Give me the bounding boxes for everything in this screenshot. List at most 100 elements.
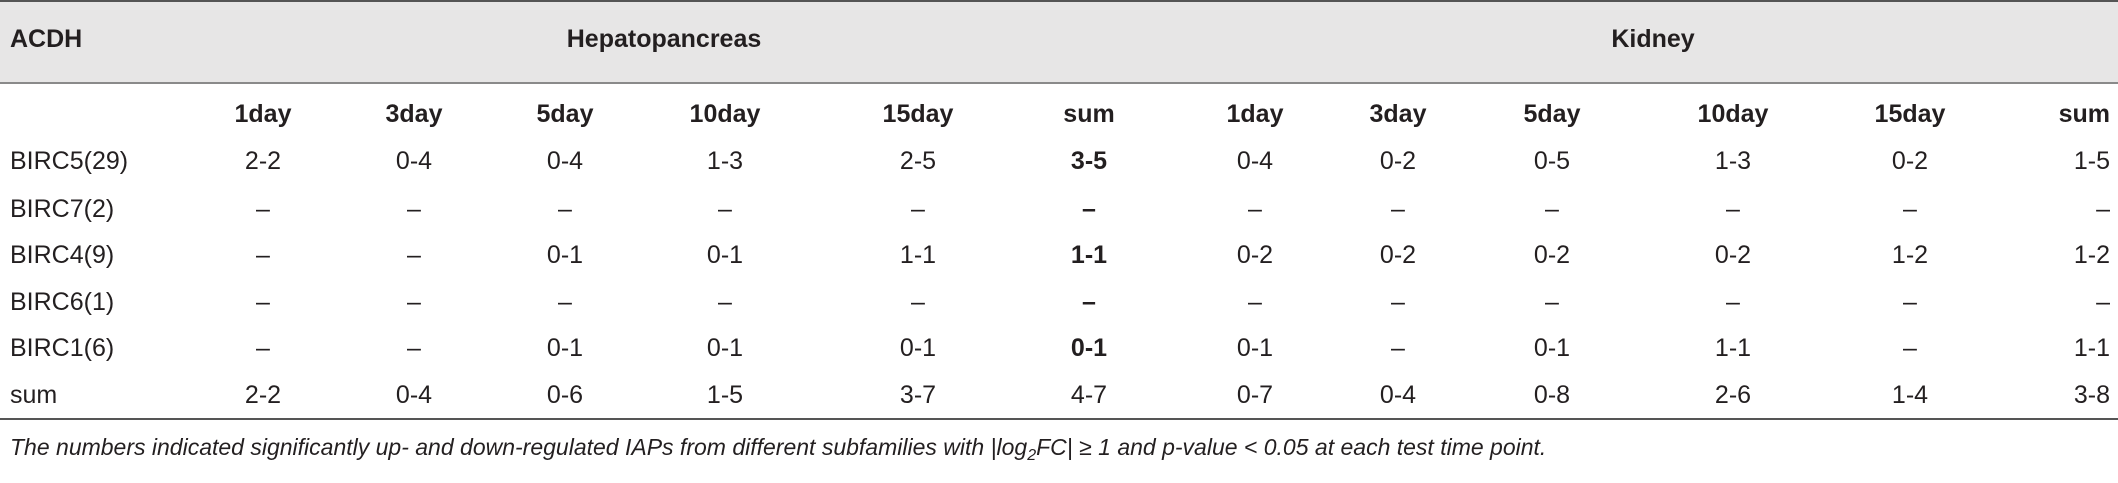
- table-cell: 0-4: [395, 147, 433, 175]
- table-cell: –: [911, 195, 925, 223]
- table-cell: 0-2: [1714, 241, 1752, 269]
- time-header-kidney-sum: sum: [2058, 100, 2110, 128]
- table-cell: 0-7: [1236, 381, 1274, 409]
- table-cell: 0-2: [1379, 147, 1417, 175]
- header-divider: [0, 82, 2118, 84]
- table-cell: 0-1: [706, 334, 744, 362]
- table-cell: –: [2096, 195, 2110, 223]
- table-cell: –: [718, 195, 732, 223]
- table-cell: –: [911, 288, 925, 316]
- time-header-hepatopancreas-15day: 15day: [882, 100, 954, 128]
- table-cell: 0-4: [395, 381, 433, 409]
- table-footnote: The numbers indicated significantly up- …: [10, 432, 1547, 464]
- table-cell: 2-5: [899, 147, 937, 175]
- table-cell: 4-7: [1070, 381, 1108, 409]
- table-cell: 0-6: [546, 381, 584, 409]
- table-cell: 0-2: [1236, 241, 1274, 269]
- table-cell: 1-1: [899, 241, 937, 269]
- table-cell: 2-6: [1714, 381, 1752, 409]
- table-cell: –: [407, 334, 421, 362]
- table-cell: 1-1: [2073, 334, 2110, 362]
- table-cell: 0-1: [546, 241, 584, 269]
- group-header-hepatopancreas: Hepatopancreas: [566, 25, 762, 53]
- time-header-kidney-1day: 1day: [1226, 100, 1284, 128]
- group-header-kidney: Kidney: [1611, 25, 1695, 53]
- table-cell: 0-1: [546, 334, 584, 362]
- table-cell: 0-1: [706, 241, 744, 269]
- table-cell: 0-1: [1533, 334, 1571, 362]
- table-cell: –: [256, 241, 270, 269]
- table-cell: –: [1545, 195, 1559, 223]
- table-cell: 1-1: [1714, 334, 1752, 362]
- table-cell: –: [1903, 288, 1917, 316]
- table-cell: –: [407, 241, 421, 269]
- time-header-kidney-5day: 5day: [1523, 100, 1581, 128]
- table-cell: –: [256, 334, 270, 362]
- table-cell: –: [1082, 195, 1096, 223]
- table-cell: 1-5: [2073, 147, 2110, 175]
- corner-label: ACDH: [10, 25, 83, 53]
- header-band: [0, 0, 2118, 84]
- table-cell: 1-3: [706, 147, 744, 175]
- time-header-hepatopancreas-sum: sum: [1063, 100, 1115, 128]
- table-cell: –: [1903, 334, 1917, 362]
- table-bottom-rule: [0, 418, 2118, 420]
- footnote-subscript: 2: [1027, 447, 1037, 464]
- time-header-hepatopancreas-1day: 1day: [234, 100, 292, 128]
- table-cell: 0-4: [1379, 381, 1417, 409]
- table-cell: 2-2: [244, 147, 282, 175]
- time-header-hepatopancreas-3day: 3day: [385, 100, 443, 128]
- table-cell: –: [558, 195, 572, 223]
- table-cell: 0-1: [1070, 334, 1108, 362]
- table-cell: 0-4: [1236, 147, 1274, 175]
- row-label: BIRC5(29): [10, 147, 129, 175]
- footnote-text-1: The numbers indicated significantly up- …: [10, 434, 1028, 460]
- table-cell: 1-2: [2073, 241, 2110, 269]
- table-cell: –: [256, 288, 270, 316]
- table-cell: 0-1: [1236, 334, 1274, 362]
- row-label: sum: [10, 381, 58, 409]
- table-cell: –: [718, 288, 732, 316]
- row-label: BIRC1(6): [10, 334, 115, 362]
- table-cell: 1-4: [1891, 381, 1929, 409]
- table-cell: –: [1545, 288, 1559, 316]
- row-label: BIRC6(1): [10, 288, 115, 316]
- table-cell: –: [1248, 288, 1262, 316]
- time-header-kidney-3day: 3day: [1369, 100, 1427, 128]
- table-cell: –: [407, 288, 421, 316]
- table-cell: 1-2: [1891, 241, 1929, 269]
- table-cell: –: [1391, 288, 1405, 316]
- table-cell: 1-1: [1070, 241, 1108, 269]
- table-cell: 0-8: [1533, 381, 1571, 409]
- table-cell: –: [1391, 195, 1405, 223]
- table-cell: –: [558, 288, 572, 316]
- row-label: BIRC7(2): [10, 195, 115, 223]
- table-cell: –: [1248, 195, 1262, 223]
- table-cell: –: [1903, 195, 1917, 223]
- table-cell: 0-2: [1533, 241, 1571, 269]
- time-header-kidney-15day: 15day: [1874, 100, 1946, 128]
- table-cell: –: [2096, 288, 2110, 316]
- table-cell: 0-5: [1533, 147, 1571, 175]
- time-header-hepatopancreas-5day: 5day: [536, 100, 594, 128]
- table-cell: –: [1082, 288, 1096, 316]
- table-cell: 0-4: [546, 147, 584, 175]
- table-cell: –: [1726, 288, 1740, 316]
- time-header-kidney-10day: 10day: [1697, 100, 1769, 128]
- table-cell: 3-7: [899, 381, 937, 409]
- table-cell: –: [407, 195, 421, 223]
- footnote-text-2: FC| ≥ 1 and p-value < 0.05 at each test …: [1036, 434, 1547, 460]
- table-cell: –: [1391, 334, 1405, 362]
- table-cell: 0-2: [1379, 241, 1417, 269]
- table-cell: 3-8: [2073, 381, 2110, 409]
- table-cell: 0-1: [899, 334, 937, 362]
- table-cell: 3-5: [1070, 147, 1108, 175]
- time-header-hepatopancreas-10day: 10day: [689, 100, 761, 128]
- row-label: BIRC4(9): [10, 241, 115, 269]
- table-cell: 1-3: [1714, 147, 1752, 175]
- table-cell: –: [1726, 195, 1740, 223]
- table-cell: 2-2: [244, 381, 282, 409]
- table-cell: 1-5: [706, 381, 744, 409]
- table-cell: –: [256, 195, 270, 223]
